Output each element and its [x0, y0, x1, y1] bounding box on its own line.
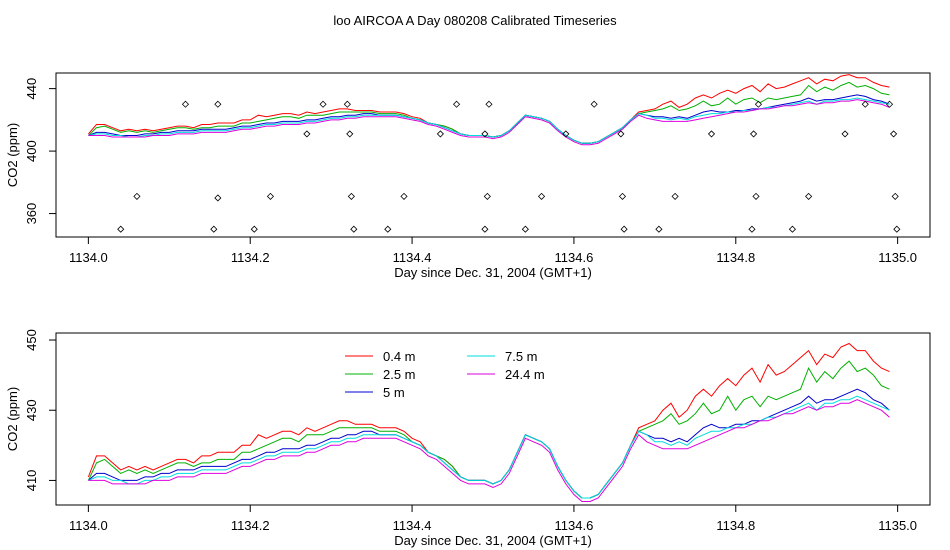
y-tick-label: 450 [24, 329, 39, 351]
y-axis-label: CO2 (ppm) [5, 123, 20, 187]
legend-label: 0.4 m [383, 349, 416, 364]
data-point [891, 192, 899, 200]
x-tick-label: 1134.6 [555, 518, 594, 533]
x-tick-label: 1134.8 [716, 250, 755, 265]
data-point [618, 192, 627, 200]
x-tick-label: 1134.2 [231, 250, 270, 265]
series-line-24-4-m [88, 399, 890, 502]
y-axis-label: CO2 (ppm) [5, 387, 20, 451]
data-point [655, 225, 663, 233]
data-point [384, 225, 392, 233]
legend: 0.4 m 2.5 m 5 m 7.5 m 24.4 m [345, 349, 545, 400]
data-point [707, 130, 716, 138]
data-point [133, 192, 141, 200]
data-point [562, 130, 570, 138]
data-point [752, 192, 760, 200]
data-point [400, 192, 408, 200]
y-tick-label: 360 [24, 203, 39, 225]
data-point [841, 130, 849, 138]
legend-label: 24.4 m [505, 367, 545, 382]
data-point [750, 130, 758, 138]
legend-label: 5 m [383, 385, 405, 400]
data-point [453, 100, 461, 108]
data-point [483, 192, 491, 200]
y-tick-label: 430 [24, 399, 39, 421]
x-tick-label: 1134.8 [716, 518, 755, 533]
series-line-2-5-m [87, 360, 890, 499]
data-point [861, 100, 869, 108]
data-point [885, 100, 894, 108]
bottom-panel: 1134.0 1134.2 1134.4 1134.6 1134.8 1135.0 410 4… [5, 329, 931, 548]
y-tick-label: 400 [24, 140, 39, 162]
data-point [319, 100, 327, 108]
data-point [266, 192, 275, 200]
data-point [250, 225, 258, 233]
data-point [620, 225, 628, 233]
legend-label: 2.5 m [383, 367, 416, 382]
plot-frame [55, 332, 931, 506]
x-tick-label: 1134.0 [69, 518, 108, 533]
data-point [481, 130, 489, 138]
data-point [481, 225, 489, 233]
data-point [590, 100, 598, 108]
top-panel: 1134.0 1134.2 1134.4 1134.6 1134.8 1135.0 360 4… [5, 72, 931, 280]
x-tick-label: 1134.2 [231, 518, 270, 533]
data-point [343, 100, 351, 108]
plot-frame [55, 72, 931, 238]
x-tick-label: 1134.4 [393, 518, 432, 533]
x-axis-label: Day since Dec. 31, 2004 (GMT+1) [394, 265, 592, 280]
data-point [303, 130, 311, 138]
data-point [181, 100, 190, 108]
data-point [214, 194, 222, 202]
data-point [485, 100, 493, 108]
series-line-line-3 [88, 97, 890, 144]
x-tick-label: 1134.0 [69, 250, 108, 265]
data-point [671, 192, 679, 200]
series-line-line-4 [88, 99, 890, 146]
y-tick-label: 440 [24, 78, 39, 100]
data-point [350, 225, 358, 233]
x-axis-label: Day since Dec. 31, 2004 (GMT+1) [394, 533, 592, 548]
x-tick-label: 1135.0 [878, 250, 917, 265]
data-point [347, 192, 355, 200]
data-point [890, 130, 898, 138]
data-point [805, 192, 813, 200]
y-tick-label: 410 [24, 470, 39, 492]
series-line-line-1 [88, 81, 890, 144]
data-point [214, 100, 222, 108]
x-tick-label: 1134.6 [555, 250, 594, 265]
x-tick-label: 1135.0 [878, 518, 917, 533]
data-point [893, 225, 901, 233]
data-point [436, 130, 444, 138]
data-point [346, 130, 354, 138]
data-point [117, 225, 125, 233]
data-point [521, 225, 529, 233]
data-point [748, 225, 756, 233]
x-tick-label: 1134.4 [393, 250, 432, 265]
data-point [788, 225, 796, 233]
series-line-7-5-m [88, 395, 890, 499]
data-point [617, 130, 625, 138]
data-point [537, 192, 546, 200]
chart-title: loo AIRCOA A Day 080208 Calibrated Times… [333, 13, 617, 28]
data-point [754, 100, 763, 108]
legend-label: 7.5 m [505, 349, 538, 364]
data-point [210, 225, 218, 233]
